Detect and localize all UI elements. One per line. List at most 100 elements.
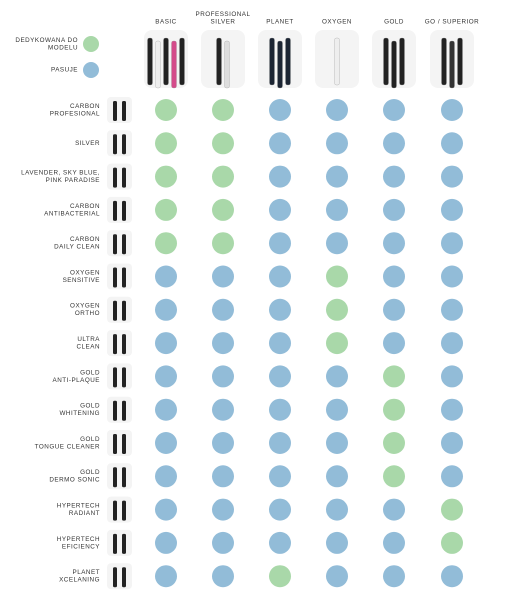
tip-thumbnail (107, 130, 132, 157)
column-header: OXYGEN (322, 19, 352, 26)
toothbrush (399, 37, 405, 86)
row-label: GOLD (80, 369, 100, 376)
tip-icon (113, 234, 117, 255)
toothbrush (391, 40, 397, 89)
compatibility-dot (269, 332, 291, 355)
tip-icon (113, 300, 117, 321)
legend-label: MODELU (48, 44, 78, 51)
row-label: RADIANT (69, 510, 100, 517)
compatibility-dot (383, 565, 405, 588)
toothbrush (285, 37, 291, 86)
compatibility-dot (155, 298, 177, 321)
tip-icon (113, 134, 117, 155)
compatibility-dot (212, 498, 234, 521)
compatibility-dot (212, 298, 234, 321)
row-label: HYPERTECH (57, 536, 100, 543)
compatibility-dot (155, 398, 177, 421)
tip-icon (113, 400, 117, 421)
tip-thumbnail (107, 196, 132, 223)
compatibility-dot (441, 365, 463, 388)
compatibility-dot (155, 132, 177, 155)
compatibility-dot (269, 365, 291, 388)
row-label: ORTHO (75, 310, 100, 317)
compatibility-dot (441, 332, 463, 355)
tip-thumbnail (107, 163, 132, 190)
compatibility-dot (441, 465, 463, 488)
toothbrush (171, 40, 177, 89)
compatibility-dot (441, 232, 463, 255)
compatibility-dot (212, 265, 234, 288)
tip-icon (122, 134, 126, 155)
toothbrush (277, 40, 283, 89)
compatibility-dot (155, 232, 177, 255)
compatibility-dot (326, 365, 348, 388)
compatibility-dot (326, 565, 348, 588)
compatibility-dot (383, 198, 405, 221)
compatibility-dot (269, 298, 291, 321)
tip-icon (113, 367, 117, 388)
compatibility-dot (155, 432, 177, 454)
tip-icon (122, 101, 126, 121)
product-box (201, 30, 245, 88)
compatibility-dot (383, 265, 405, 288)
compatibility-dot (155, 465, 177, 488)
row-label: ANTI-PLAQUE (53, 377, 101, 384)
compatibility-dot (155, 565, 177, 588)
compatibility-dot (383, 232, 405, 255)
compatibility-dot (326, 332, 348, 355)
tip-icon (113, 500, 117, 521)
tip-icon (122, 200, 126, 221)
compatibility-dot (441, 531, 463, 554)
tip-icon (122, 400, 126, 421)
toothbrush (334, 37, 340, 86)
legend-swatch (83, 36, 99, 52)
compatibility-dot (212, 565, 234, 588)
column-header: BASIC (155, 19, 176, 26)
row-label: OXYGEN (70, 303, 100, 310)
compatibility-dot (212, 432, 234, 454)
compatibility-dot (212, 332, 234, 355)
tip-icon (122, 500, 126, 521)
compatibility-dot (326, 398, 348, 421)
row-label: PINK PARADISE (46, 177, 100, 184)
tip-icon (113, 533, 117, 554)
tip-icon (113, 267, 117, 288)
legend-label: PASUJE (51, 67, 78, 74)
tip-thumbnail (107, 563, 132, 590)
toothbrush (269, 37, 275, 86)
column-header: PROFESSIONAL (196, 11, 251, 18)
row-label: XCELANING (59, 577, 100, 584)
compatibility-dot (326, 298, 348, 321)
compatibility-dot (269, 165, 291, 188)
column-header: PLANET (266, 19, 294, 26)
compatibility-dot (383, 332, 405, 355)
row-label: DAILY CLEAN (54, 244, 100, 251)
row-label: TONGUE CLEANER (35, 443, 100, 450)
tip-icon (122, 234, 126, 255)
row-label: GOLD (80, 403, 100, 410)
row-label: CLEAN (77, 344, 101, 351)
compatibility-dot (441, 398, 463, 421)
compatibility-dot (155, 498, 177, 521)
compatibility-dot (326, 432, 348, 454)
tip-thumbnail (107, 363, 132, 390)
compatibility-dot (383, 132, 405, 155)
row-label: PLANET (73, 569, 101, 576)
compatibility-dot (441, 99, 463, 121)
compatibility-dot (212, 365, 234, 388)
compatibility-dot (441, 198, 463, 221)
compatibility-dot (212, 132, 234, 155)
compatibility-dot (155, 165, 177, 188)
compatibility-dot (326, 132, 348, 155)
tip-thumbnail (107, 396, 132, 423)
toothbrush (179, 37, 185, 86)
toothbrush (449, 40, 455, 89)
tip-thumbnail (107, 230, 132, 257)
tip-thumbnail (107, 529, 132, 556)
row-label: EFICIENCY (62, 543, 100, 550)
compatibility-dot (269, 465, 291, 488)
tip-icon (122, 467, 126, 488)
tip-thumbnail (107, 463, 132, 490)
compatibility-dot (212, 198, 234, 221)
compatibility-dot (326, 232, 348, 255)
